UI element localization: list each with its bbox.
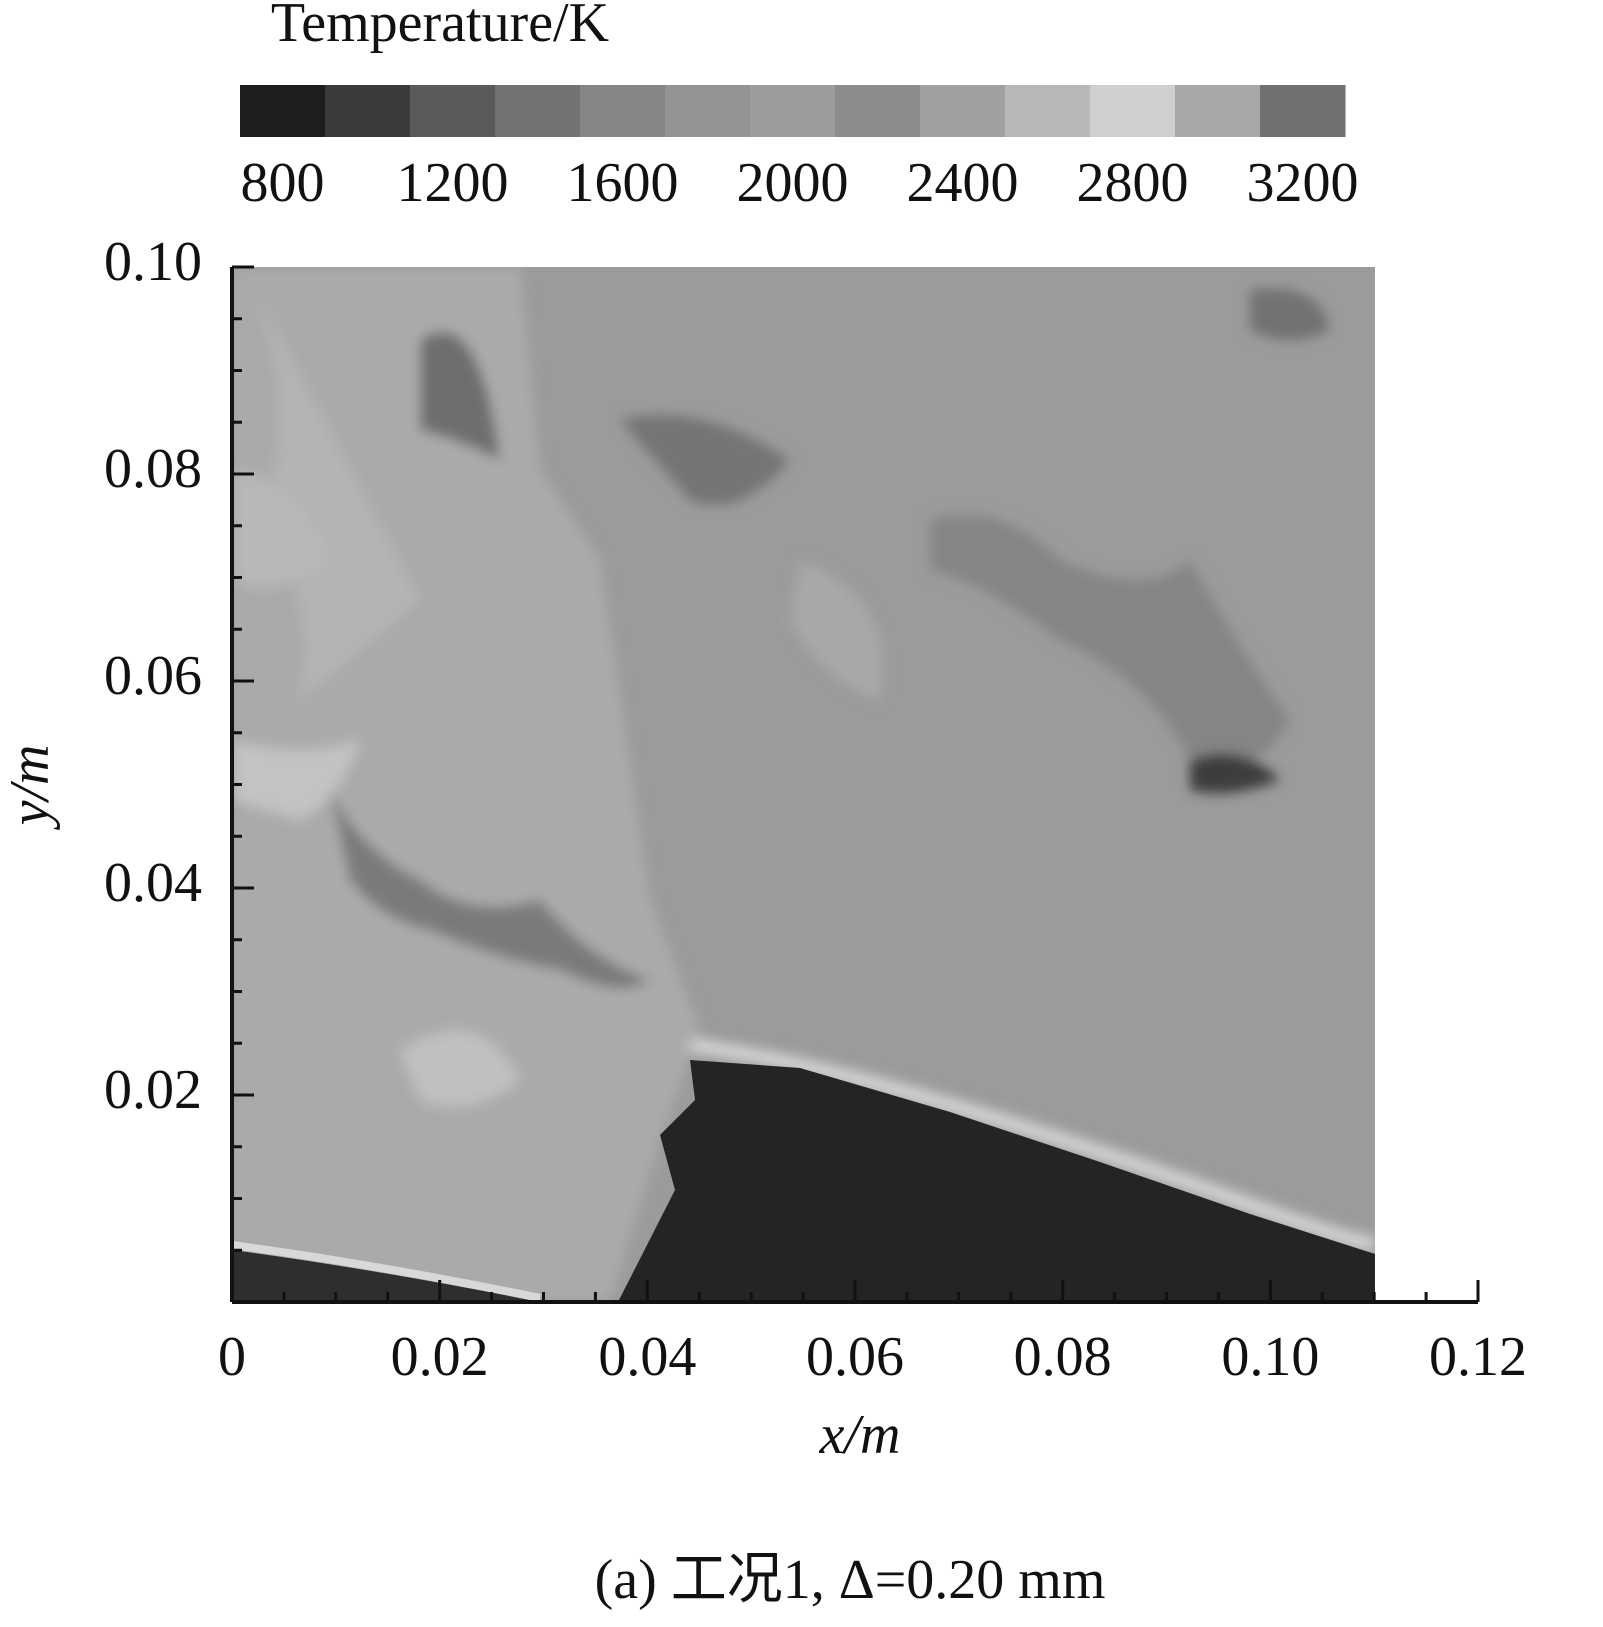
caption: (a) 工况1, Δ=0.20 mm	[595, 1549, 1106, 1611]
x-tick-label: 0.02	[391, 1326, 489, 1388]
colorbar-band	[750, 85, 836, 137]
colorbar-tick-label: 1200	[397, 152, 509, 214]
colorbar-band	[835, 85, 921, 137]
colorbar-band	[1090, 85, 1176, 137]
x-tick-label: 0.04	[598, 1326, 696, 1388]
y-tick-label: 0.10	[104, 231, 202, 293]
colorbar-title: Temperature/K	[271, 0, 609, 54]
colorbar-tick-label: 800	[241, 152, 325, 214]
colorbar-band	[325, 85, 411, 137]
colorbar-tick-label: 3200	[1247, 152, 1359, 214]
x-tick-label: 0	[218, 1326, 246, 1388]
colorbar-band	[920, 85, 1006, 137]
colorbar-tick-label: 2400	[907, 152, 1019, 214]
x-tick-label: 0.08	[1014, 1326, 1112, 1388]
colorbar-band	[665, 85, 751, 137]
colorbar-tick-label: 2800	[1077, 152, 1189, 214]
colorbar-band	[580, 85, 666, 137]
colorbar-band	[410, 85, 496, 137]
colorbar-band	[1175, 85, 1261, 137]
colorbar-band	[495, 85, 581, 137]
temperature-field	[232, 267, 1375, 1302]
y-tick-label: 0.08	[104, 438, 202, 500]
y-tick-label: 0.06	[104, 645, 202, 707]
colorbar-tick-label: 2000	[737, 152, 849, 214]
colorbar-band	[1260, 85, 1346, 137]
y-axis-label: y/m	[0, 745, 61, 831]
colorbar-band	[240, 85, 326, 137]
x-tick-label: 0.12	[1429, 1326, 1527, 1388]
y-tick-label: 0.02	[104, 1059, 202, 1121]
y-tick-label: 0.04	[104, 852, 202, 914]
x-tick-label: 0.10	[1221, 1326, 1319, 1388]
colorbar-tick-label: 1600	[567, 152, 679, 214]
x-axis-label: x/m	[819, 1404, 901, 1466]
x-tick-label: 0.06	[806, 1326, 904, 1388]
colorbar-band	[1005, 85, 1091, 137]
